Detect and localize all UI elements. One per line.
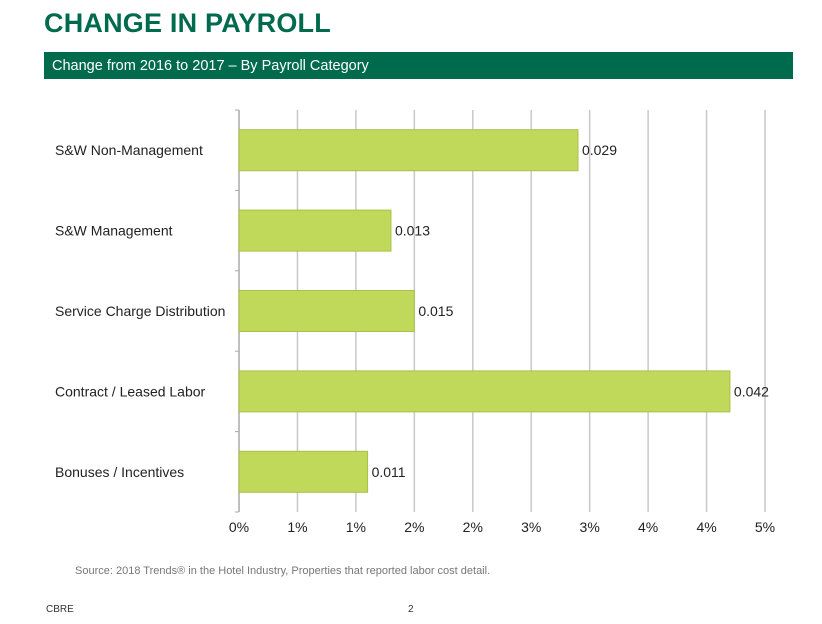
section-banner: Change from 2016 to 2017 – By Payroll Ca… bbox=[44, 52, 793, 79]
x-tick-label: 2% bbox=[463, 519, 483, 535]
footer-brand: CBRE bbox=[46, 604, 74, 615]
bar bbox=[238, 370, 731, 413]
x-tick-label: 3% bbox=[521, 519, 541, 535]
category-label: S&W Management bbox=[55, 223, 173, 239]
bar bbox=[238, 209, 392, 252]
data-label: 0.011 bbox=[372, 464, 406, 480]
x-tick-label: 1% bbox=[287, 519, 307, 535]
page-number: 2 bbox=[408, 604, 414, 615]
x-tick-label: 3% bbox=[580, 519, 600, 535]
banner-text: Change from 2016 to 2017 – By Payroll Ca… bbox=[52, 58, 369, 74]
data-label: 0.013 bbox=[395, 223, 430, 239]
x-tick-label: 5% bbox=[755, 519, 775, 535]
source-note: Source: 2018 Trends® in the Hotel Indust… bbox=[75, 565, 491, 577]
x-tick-label: 1% bbox=[346, 519, 366, 535]
x-tick-label: 0% bbox=[229, 519, 249, 535]
category-label: Service Charge Distribution bbox=[55, 303, 225, 319]
bar bbox=[238, 450, 369, 493]
x-tick-label: 4% bbox=[638, 519, 658, 535]
category-label: Bonuses / Incentives bbox=[55, 464, 184, 480]
x-tick-label: 4% bbox=[696, 519, 716, 535]
data-label: 0.015 bbox=[418, 303, 453, 319]
category-label: S&W Non-Management bbox=[55, 142, 203, 158]
page-title: CHANGE IN PAYROLL bbox=[44, 8, 331, 38]
bar bbox=[238, 290, 415, 332]
category-label: Contract / Leased Labor bbox=[55, 383, 206, 399]
bar bbox=[238, 129, 579, 172]
x-tick-label: 2% bbox=[404, 519, 424, 535]
data-label: 0.029 bbox=[582, 142, 617, 158]
data-label: 0.042 bbox=[734, 383, 769, 399]
